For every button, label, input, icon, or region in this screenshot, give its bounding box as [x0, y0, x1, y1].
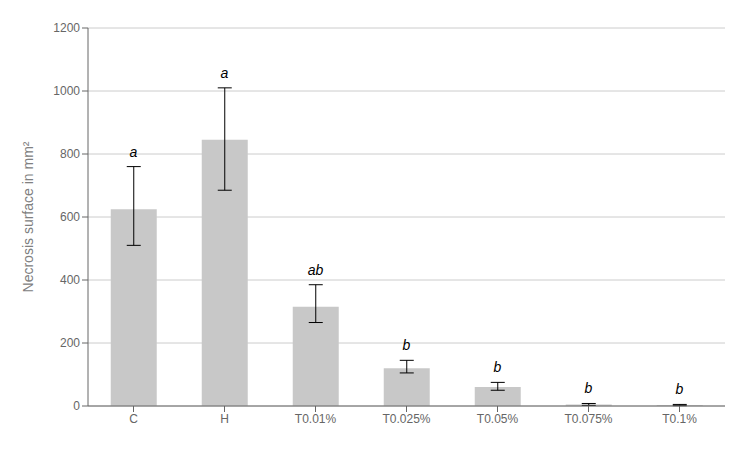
svg-text:T0.025%: T0.025%	[382, 412, 430, 426]
svg-text:T0.075%: T0.075%	[564, 412, 612, 426]
svg-text:T0.05%: T0.05%	[477, 412, 519, 426]
svg-text:T0.01%: T0.01%	[295, 412, 337, 426]
svg-text:1200: 1200	[53, 21, 80, 35]
svg-text:0: 0	[73, 399, 80, 413]
svg-text:H: H	[220, 412, 229, 426]
svg-text:b: b	[494, 359, 502, 375]
svg-text:T0.1%: T0.1%	[662, 412, 697, 426]
svg-text:a: a	[130, 144, 138, 160]
svg-text:ab: ab	[308, 262, 324, 278]
svg-text:600: 600	[60, 210, 80, 224]
svg-text:200: 200	[60, 336, 80, 350]
svg-text:800: 800	[60, 147, 80, 161]
svg-text:b: b	[585, 380, 593, 396]
svg-text:1000: 1000	[53, 84, 80, 98]
svg-text:a: a	[221, 65, 229, 81]
svg-text:b: b	[676, 381, 684, 397]
svg-text:400: 400	[60, 273, 80, 287]
svg-text:b: b	[403, 337, 411, 353]
svg-text:Necrosis surface in mm²: Necrosis surface in mm²	[20, 141, 36, 292]
svg-text:C: C	[129, 412, 138, 426]
